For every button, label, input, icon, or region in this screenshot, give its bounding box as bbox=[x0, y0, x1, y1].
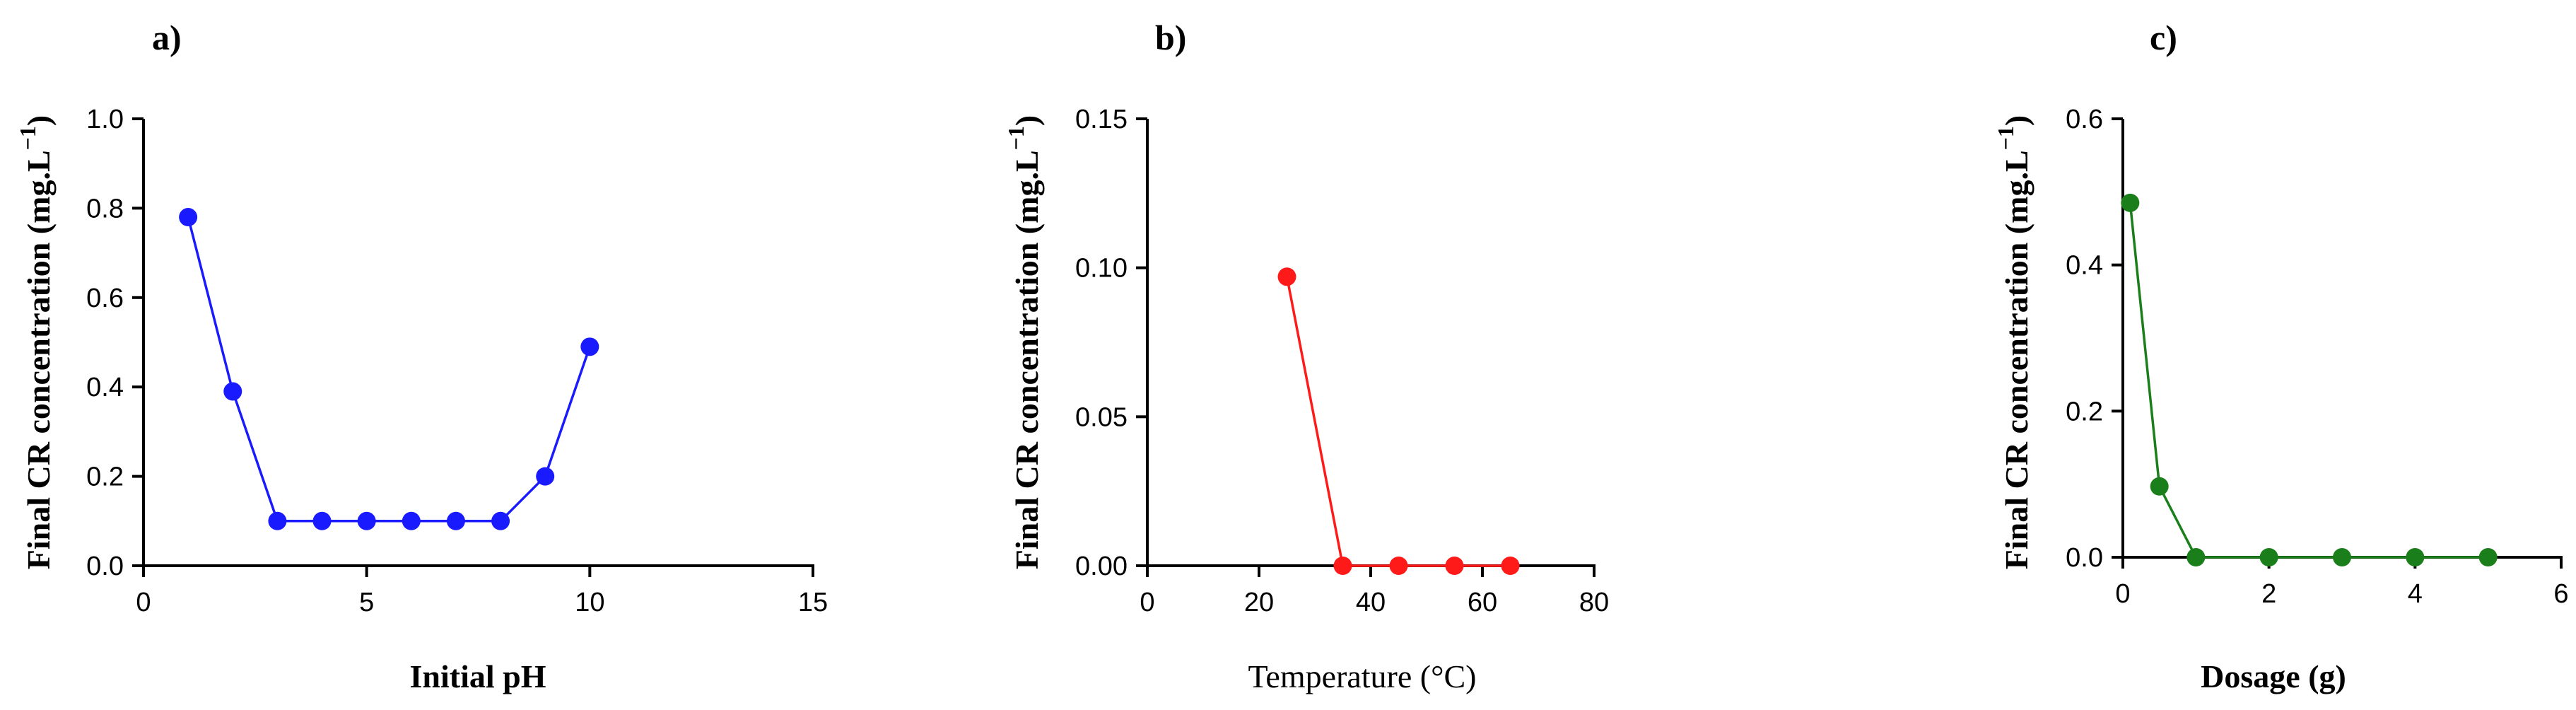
panel-c-data-point bbox=[2259, 548, 2278, 566]
panel-c: c) 0.0 0.2 0.4 0.6 0 2 4 6 Dosage (g) Final CR … bbox=[1993, 18, 2569, 694]
panel-b: b) 0.00 0.05 0.10 0.15 0 20 40 60 80 Temperature… bbox=[1003, 18, 1609, 694]
panel-c-y-title-close: ) bbox=[1998, 115, 2035, 126]
panel-a-data-point bbox=[312, 511, 332, 530]
panel-b-y-tick-label: 0.10 bbox=[1075, 254, 1128, 284]
panel-a-y-tick-label: 0.4 bbox=[86, 373, 124, 402]
panel-c-label: c) bbox=[2150, 18, 2177, 57]
panel-a-data-point bbox=[223, 382, 242, 401]
panel-b-data-point bbox=[1389, 557, 1408, 575]
panel-a-x-tick-label: 0 bbox=[136, 588, 151, 617]
panel-a-data-point bbox=[268, 511, 287, 530]
panel-a-data-point bbox=[446, 511, 465, 530]
panel-a-data-point bbox=[536, 467, 555, 486]
panel-a-x-tick-label: 10 bbox=[575, 588, 604, 617]
panel-c-y-tick-label: 0.2 bbox=[2066, 397, 2103, 426]
panel-c-x-tick-label: 0 bbox=[2115, 579, 2130, 609]
panel-b-data-point bbox=[1501, 557, 1520, 575]
panel-b-y-tick-label: 0.05 bbox=[1075, 402, 1128, 432]
panel-c-y-tick-label: 0.4 bbox=[2066, 251, 2103, 281]
panel-b-y-title-close: ) bbox=[1009, 115, 1045, 126]
panel-a-x-title: Initial pH bbox=[409, 658, 546, 694]
panel-a-x-tick-label: 15 bbox=[798, 588, 828, 617]
panel-c-data-point bbox=[2121, 193, 2140, 212]
panel-b-data-point bbox=[1445, 557, 1464, 575]
panel-c-y-tick-label: 0.6 bbox=[2066, 105, 2103, 134]
panel-a-y-tick-label: 0.2 bbox=[86, 462, 124, 492]
panel-a-data-point bbox=[580, 337, 599, 356]
panel-c-x-tick-label: 4 bbox=[2408, 579, 2423, 609]
panel-c-y-title: Final CR concentration (mg.L−1) bbox=[1993, 115, 2035, 569]
panel-b-label: b) bbox=[1155, 18, 1186, 57]
panel-a-data-point bbox=[357, 511, 376, 530]
panel-b-x-tick-label: 60 bbox=[1468, 588, 1497, 617]
panel-c-data-point bbox=[2333, 548, 2351, 566]
panel-a-y-title-sup: −1 bbox=[15, 126, 40, 150]
panel-b-y-tick-label: 0.00 bbox=[1075, 552, 1128, 581]
panel-b-x-tick-label: 0 bbox=[1140, 588, 1154, 617]
panel-b-x-tick-label: 80 bbox=[1579, 588, 1609, 617]
panel-b-plot: 0.00 0.05 0.10 0.15 0 20 40 60 80 bbox=[1075, 105, 1609, 617]
panel-b-data-point bbox=[1333, 557, 1352, 575]
panel-a-y-tick-label: 1.0 bbox=[86, 105, 124, 134]
panel-c-x-tick-label: 2 bbox=[2261, 579, 2276, 609]
panel-a-y-tick-label: 0.0 bbox=[86, 552, 124, 581]
panel-b-x-tick-label: 40 bbox=[1356, 588, 1386, 617]
panel-c-x-tick-label: 6 bbox=[2553, 579, 2568, 609]
panel-c-plot: 0.0 0.2 0.4 0.6 0 2 4 6 bbox=[2066, 105, 2568, 609]
panel-b-y-tick-label: 0.15 bbox=[1075, 105, 1128, 134]
panel-a-x-tick-label: 5 bbox=[359, 588, 374, 617]
panel-a-y-tick-label: 0.6 bbox=[86, 284, 124, 313]
panel-b-series-line bbox=[1285, 276, 1511, 567]
panel-a-plot: 0.0 0.2 0.4 0.6 0.8 1.0 0 5 10 15 bbox=[86, 105, 828, 617]
panel-a-data-point bbox=[402, 511, 421, 530]
panel-c-series-line bbox=[2129, 202, 2488, 559]
panel-c-x-title: Dosage (g) bbox=[2201, 658, 2346, 694]
panel-a: a) 0.0 0.2 0.4 0.6 0.8 1.0 0 5 10 15 Initial pH F… bbox=[15, 18, 828, 694]
panel-b-y-title: Final CR concentration (mg.L−1) bbox=[1003, 115, 1045, 569]
panel-b-x-title: Temperature (°C) bbox=[1248, 658, 1477, 694]
panel-c-data-point bbox=[2478, 548, 2498, 566]
panel-a-data-point bbox=[179, 208, 198, 227]
panel-b-x-tick-label: 20 bbox=[1244, 588, 1274, 617]
panel-c-data-point bbox=[2406, 548, 2425, 566]
panel-a-y-title-main: Final CR concentration (mg.L bbox=[21, 150, 57, 569]
panel-a-series-line bbox=[187, 216, 591, 523]
panel-a-y-title-close: ) bbox=[21, 115, 57, 126]
panel-b-y-title-main: Final CR concentration (mg.L bbox=[1009, 150, 1045, 569]
panel-a-y-title: Final CR concentration (mg.L−1) bbox=[15, 115, 57, 569]
panel-b-data-point bbox=[1277, 267, 1296, 286]
panel-c-data-point bbox=[2150, 477, 2169, 496]
panel-a-label: a) bbox=[152, 18, 182, 57]
panel-c-y-title-sup: −1 bbox=[1993, 126, 2018, 150]
panel-b-y-title-sup: −1 bbox=[1003, 126, 1029, 150]
panel-a-data-point bbox=[491, 511, 510, 530]
panel-c-y-tick-label: 0.0 bbox=[2066, 543, 2103, 573]
panel-a-y-tick-label: 0.8 bbox=[86, 194, 124, 223]
panel-c-y-title-main: Final CR concentration (mg.L bbox=[1998, 150, 2035, 569]
panel-c-data-point bbox=[2186, 548, 2206, 566]
